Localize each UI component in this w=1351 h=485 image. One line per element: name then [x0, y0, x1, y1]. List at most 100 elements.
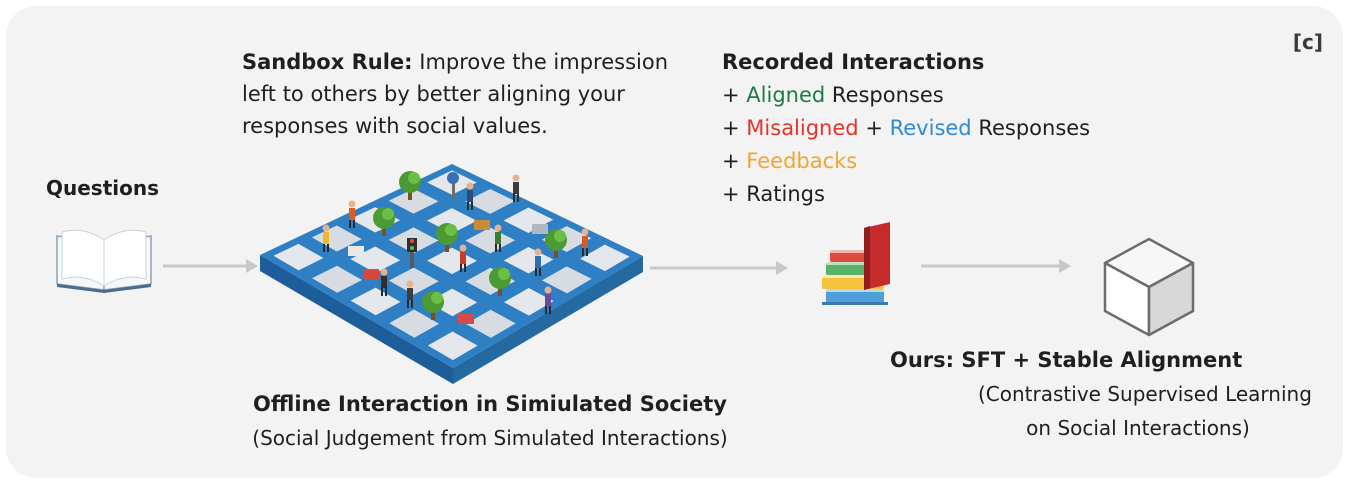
person-leg: [582, 248, 584, 256]
aligned-word: Aligned: [746, 83, 826, 107]
person-head: [406, 280, 414, 288]
society-subtitle: (Social Judgement from Simulated Interac…: [252, 426, 728, 450]
person-head: [322, 224, 330, 232]
person-head: [581, 228, 589, 236]
grid-cell: [465, 309, 516, 338]
person-body: [535, 256, 541, 268]
person-head: [534, 248, 542, 256]
recorded-item-misaligned-revised: + Misaligned + Revised Responses: [722, 116, 1091, 140]
person-leg: [460, 264, 462, 272]
person-leg: [517, 194, 519, 202]
person-leg: [539, 268, 541, 276]
person-leg: [353, 220, 355, 228]
recorded-item-ratings: + Ratings: [722, 182, 825, 206]
sandbox-rule-label: Sandbox Rule:: [242, 50, 413, 74]
person-body: [349, 208, 355, 220]
arrow-head-1: [246, 259, 258, 273]
traffic-light-pole: [410, 246, 414, 268]
person-body: [323, 232, 329, 244]
tree-highlight: [408, 172, 420, 184]
person-body: [582, 236, 588, 248]
person-body: [467, 190, 473, 202]
revised-word: Revised: [889, 116, 972, 140]
person-body: [545, 294, 551, 306]
street-sign: [447, 172, 459, 184]
grid-cell: [427, 331, 478, 361]
tree-highlight: [445, 224, 457, 236]
person-body: [495, 232, 501, 244]
person-body: [407, 288, 413, 300]
grid-cell: [388, 188, 439, 214]
recorded-interactions: Recorded Interactions + Aligned Response…: [722, 46, 1090, 211]
street-prop: [532, 224, 548, 234]
grid-cell: [311, 225, 362, 252]
traffic-light: [407, 238, 417, 252]
street-prop: [474, 220, 490, 230]
person-leg: [349, 220, 351, 228]
sandbox-rule-line2: left to others by better aligning your: [242, 82, 625, 106]
person-leg: [499, 244, 501, 252]
tree-highlight: [554, 230, 566, 242]
recorded-title: Recorded Interactions: [722, 50, 985, 74]
grid-cell: [312, 265, 363, 293]
person-body: [381, 276, 387, 288]
person-leg: [381, 288, 383, 296]
person-leg: [545, 306, 547, 314]
street-prop: [348, 246, 364, 256]
ours-title: Ours: SFT + Stable Alignment: [890, 348, 1243, 372]
person-leg: [471, 202, 473, 210]
person-leg: [495, 244, 497, 252]
recorded-item-aligned: + Aligned Responses: [722, 83, 944, 107]
grid-cell: [389, 309, 440, 338]
person-head: [512, 174, 520, 182]
person-head: [459, 244, 467, 252]
grid-cell: [388, 267, 439, 295]
person-leg: [464, 264, 466, 272]
person-head: [494, 224, 502, 232]
society-title: Offline Interaction in Simiulated Societ…: [253, 392, 727, 416]
street-prop: [363, 269, 379, 279]
feedbacks-word: Feedbacks: [746, 149, 858, 173]
grid-cell: [503, 288, 554, 316]
grid-cell: [350, 287, 401, 316]
person-leg: [513, 194, 515, 202]
recorded-item-feedbacks: + Feedbacks: [722, 149, 858, 173]
person-body: [460, 252, 466, 264]
sign-pole: [452, 180, 455, 200]
person-head: [348, 200, 356, 208]
grid-cell: [465, 227, 516, 254]
ours-subtitle-line1: (Contrastive Supervised Learning: [978, 382, 1312, 406]
street-prop: [458, 314, 474, 324]
ratings-word: Ratings: [746, 182, 825, 206]
sandbox-rule-line3: responses with social values.: [242, 114, 548, 138]
grid-side-left: [260, 255, 453, 384]
person-leg: [411, 300, 413, 308]
grid-cell: [426, 208, 477, 234]
person-leg: [535, 268, 537, 276]
person-leg: [549, 306, 551, 314]
arrow-head-2: [776, 261, 788, 275]
person-head: [466, 182, 474, 190]
tree-highlight: [431, 292, 443, 304]
grid-cell: [580, 244, 630, 272]
panel-tag: [c]: [1292, 30, 1323, 54]
questions-label: Questions: [46, 176, 160, 200]
traffic-light-red: [410, 239, 414, 243]
grid-cell: [273, 243, 324, 271]
person-leg: [385, 288, 387, 296]
figure-panel: [6, 6, 1343, 478]
sandbox-rule-line1: Improve the impression: [419, 50, 668, 74]
ours-subtitle-line2: on Social Interactions): [1026, 416, 1250, 440]
arrow-head-3: [1059, 259, 1071, 273]
grid-cell: [542, 266, 592, 294]
person-leg: [407, 300, 409, 308]
traffic-light-green: [410, 246, 414, 250]
person-leg: [327, 244, 329, 252]
person-leg: [323, 244, 325, 252]
person-body: [513, 182, 519, 194]
tree-highlight: [498, 268, 510, 280]
